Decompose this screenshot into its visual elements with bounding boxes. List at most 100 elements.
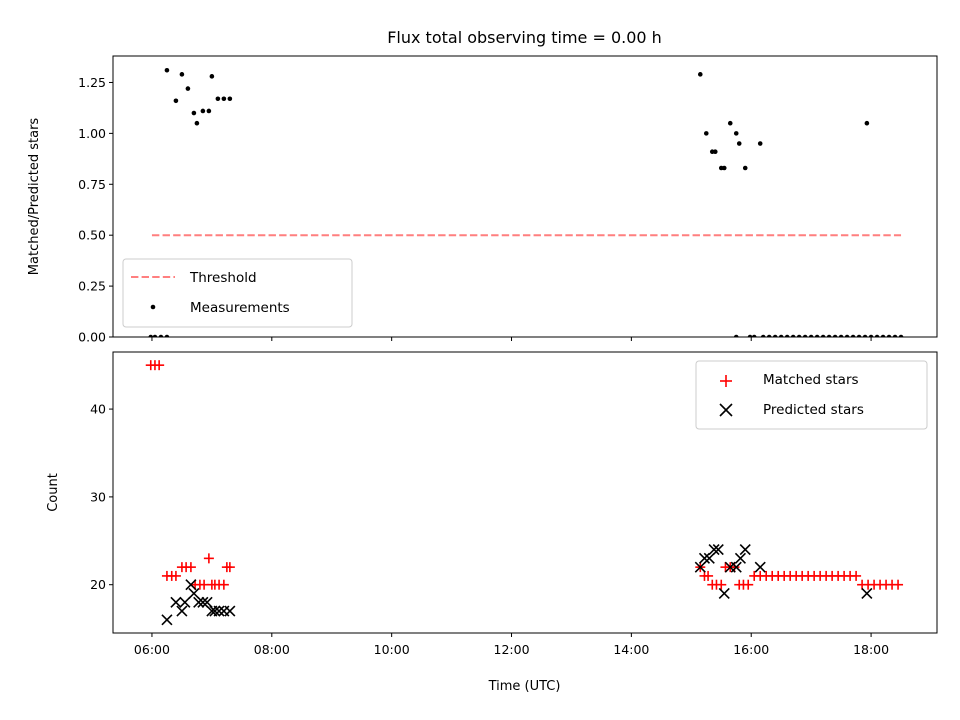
predicted-star-point <box>179 596 191 608</box>
measurement-point <box>808 334 814 337</box>
predicted-star-stroke-b <box>193 596 205 608</box>
measurement-point <box>191 110 197 116</box>
predicted-star-stroke-b <box>698 552 711 564</box>
measurement-point <box>880 334 886 337</box>
predicted-star-point <box>694 561 706 573</box>
measurement-point <box>886 334 892 337</box>
measurement-point <box>856 334 862 337</box>
predicted-star-point <box>861 587 873 600</box>
measurement-point <box>206 108 212 114</box>
predicted-star-stroke-b <box>739 544 751 556</box>
legend-predicted-swatch <box>719 403 733 417</box>
measurement-point <box>727 120 733 126</box>
predicted-star-point <box>698 552 711 564</box>
measurement-point <box>733 131 739 136</box>
matched-star-point <box>716 579 727 590</box>
legend-measurements-swatch <box>150 304 156 310</box>
predicted-star-point <box>161 614 173 626</box>
measurement-point <box>868 334 874 337</box>
predicted-star-stroke-b <box>718 587 730 600</box>
measurement-point <box>227 96 233 102</box>
measurement-point <box>721 165 727 171</box>
measurement-point <box>778 334 784 337</box>
matched-star-point <box>218 579 229 590</box>
predicted-star-stroke-b <box>694 561 706 573</box>
bottom-x-ticks: 06:00 08:00 10:00 12:00 14:00 16:00 18:00 <box>134 633 889 657</box>
predicted-star-point <box>730 561 742 573</box>
measurement-point <box>194 120 200 126</box>
measurement-point <box>751 334 757 337</box>
predicted-star-point <box>209 605 221 617</box>
bottom-x-tick-label: 18:00 <box>853 642 889 657</box>
measurement-point <box>766 334 772 337</box>
predicted-star-stroke-b <box>170 596 182 608</box>
predicted-star-stroke-b <box>179 596 191 608</box>
predicted-star-point <box>213 605 225 617</box>
measurement-point <box>742 165 748 171</box>
predicted-star-point <box>197 596 209 608</box>
measurement-point <box>703 131 709 136</box>
measurement-point <box>747 334 753 337</box>
measurement-point <box>864 120 870 126</box>
measurement-point <box>826 334 832 337</box>
measurement-point <box>772 334 778 337</box>
predicted-star-stroke-b <box>754 561 766 573</box>
top-y-tick-label: 1.00 <box>78 126 106 141</box>
predicted-star-stroke-b <box>213 605 225 617</box>
top-legend: Threshold Measurements <box>122 258 353 328</box>
top-axes-frame <box>112 55 938 338</box>
measurement-point <box>874 334 880 337</box>
predicted-star-stroke-b <box>188 587 200 600</box>
predicted-star-point <box>188 587 200 600</box>
measurement-point <box>820 334 826 337</box>
bottom-x-tick-label: 06:00 <box>134 642 170 657</box>
chart-title: Flux total observing time = 0.00 h <box>387 28 662 47</box>
matched-star-point <box>203 553 214 564</box>
measurement-point <box>733 334 739 337</box>
measurement-point <box>152 334 158 337</box>
predicted-star-stroke-b <box>197 596 209 608</box>
measurement-point <box>148 334 154 337</box>
measurement-point <box>832 334 838 337</box>
bottom-x-axis-label: Time (UTC) <box>488 679 561 694</box>
predicted-star-point <box>185 579 197 591</box>
matched-star-point <box>743 579 754 590</box>
top-series-layer <box>148 67 904 337</box>
matched-star-point <box>185 562 196 573</box>
measurement-point <box>796 334 802 337</box>
legend-threshold-label: Threshold <box>189 270 257 286</box>
measurement-point <box>736 141 742 146</box>
top-y-tick-label: 0.50 <box>78 228 106 243</box>
legend-matched-swatch <box>720 375 732 387</box>
measurement-point <box>802 334 808 337</box>
measurement-point <box>814 334 820 337</box>
bottom-legend: Matched stars Predicted stars <box>695 360 928 430</box>
predicted-star-point <box>170 596 182 608</box>
matched-star-point <box>154 360 165 371</box>
predicted-star-stroke-b <box>201 596 213 608</box>
bottom-x-tick-label: 16:00 <box>733 642 769 657</box>
bottom-y-tick-label: 20 <box>90 577 106 592</box>
predicted-star-point <box>739 544 751 556</box>
predicted-star-stroke-b <box>730 561 742 573</box>
measurement-point <box>784 334 790 337</box>
predicted-star-stroke-b <box>209 605 221 617</box>
matched-star-point <box>170 570 181 581</box>
bottom-y-tick-label: 30 <box>90 489 106 504</box>
predicted-star-point <box>193 596 205 608</box>
predicted-star-point <box>224 605 236 617</box>
measurement-point <box>185 86 191 91</box>
bottom-x-tick-label: 08:00 <box>254 642 290 657</box>
predicted-star-point <box>734 552 747 564</box>
measurement-point <box>697 72 703 77</box>
bottom-x-tick-label: 12:00 <box>494 642 530 657</box>
bottom-y-axis-label: Count <box>46 473 61 512</box>
top-panel: 0.00 0.25 0.50 0.75 1.00 1.25 Matched/Predict… <box>27 55 938 345</box>
bottom-series-layer <box>145 360 904 626</box>
measurement-point <box>862 334 868 337</box>
bottom-x-tick-label: 10:00 <box>374 642 410 657</box>
top-x-ticks <box>151 337 872 341</box>
measurement-point <box>790 334 796 337</box>
